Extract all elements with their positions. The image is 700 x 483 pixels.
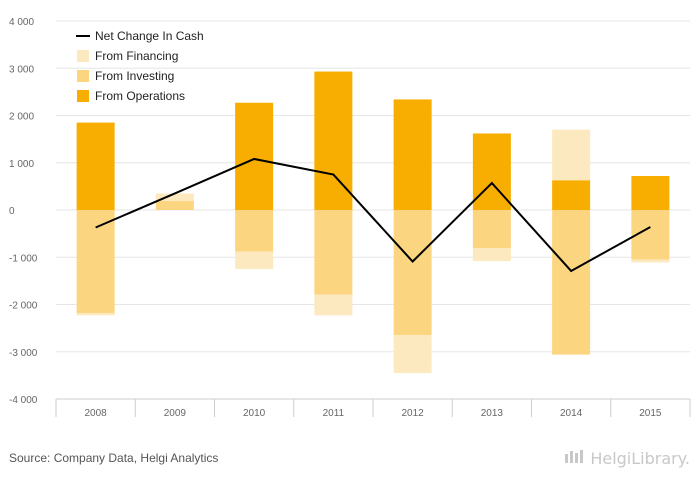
legend-swatch	[77, 70, 89, 82]
bar-investing	[472, 210, 511, 249]
bar-operations	[314, 71, 353, 211]
bar-financing	[393, 335, 432, 374]
bar-investing	[76, 210, 115, 314]
y-tick-label: 3 000	[9, 64, 34, 75]
bar-operations	[552, 180, 591, 210]
x-tick-label: 2014	[560, 408, 583, 419]
bar-financing	[631, 259, 670, 263]
bar-investing	[314, 210, 353, 295]
bar-financing	[76, 313, 115, 316]
y-tick-label: -2 000	[9, 301, 38, 312]
logo-text: HelgiLibrary.	[590, 448, 690, 468]
bar-investing	[155, 201, 194, 210]
x-tick-label: 2009	[164, 408, 187, 419]
legend-label: From Investing	[95, 69, 174, 83]
y-tick-label: -1 000	[9, 253, 38, 264]
legend-label: Net Change In Cash	[95, 29, 204, 43]
legend-label: From Financing	[95, 49, 178, 63]
x-tick-label: 2010	[243, 408, 266, 419]
y-tick-label: 4 000	[9, 17, 34, 28]
y-tick-label: 2 000	[9, 112, 34, 123]
x-tick-label: 2013	[481, 408, 504, 419]
x-tick-label: 2015	[639, 408, 662, 419]
bar-financing	[472, 248, 511, 262]
line-net-change	[95, 157, 651, 273]
legend-swatch	[77, 50, 89, 62]
y-tick-label: -4 000	[9, 395, 38, 406]
bar-financing	[552, 129, 591, 181]
x-tick-label: 2008	[85, 408, 108, 419]
bar-investing	[393, 210, 432, 336]
y-tick-label: 1 000	[9, 159, 34, 170]
y-tick-label: 0	[9, 206, 15, 217]
bar-financing	[235, 251, 274, 270]
bar-operations	[631, 175, 670, 210]
bar-operations	[76, 122, 115, 210]
bar-financing	[314, 294, 353, 316]
bar-operations	[235, 102, 274, 210]
helgi-library-logo: HelgiLibrary.	[564, 448, 690, 468]
library-icon	[564, 448, 586, 468]
bar-investing	[552, 210, 591, 355]
bar-financing	[155, 193, 194, 202]
bar-investing	[235, 210, 274, 252]
x-tick-label: 2011	[323, 408, 345, 419]
legend-label: From Operations	[95, 89, 185, 103]
legend-swatch	[77, 90, 89, 102]
x-tick-label: 2012	[402, 408, 425, 419]
bar-operations	[393, 99, 432, 210]
cash-flow-chart: 4 000 3 000 2 000 1 000 0 -1 000 -2 000 -3 000 -…	[9, 17, 691, 419]
y-tick-label: -3 000	[9, 348, 38, 359]
source-note: Source: Company Data, Helgi Analytics	[9, 451, 219, 465]
